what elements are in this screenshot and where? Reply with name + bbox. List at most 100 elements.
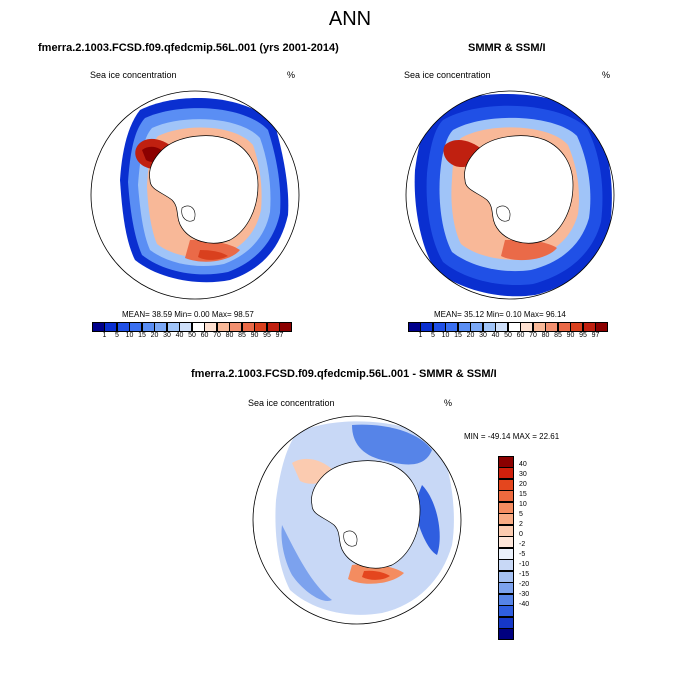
left-colorbar-swatch <box>216 322 230 332</box>
diff-colorbar-swatch <box>498 570 514 583</box>
left-colorbar-swatch <box>204 322 217 332</box>
left-colorbar-swatch <box>116 322 130 332</box>
diff-colorbar-tick-label: -2 <box>519 541 526 548</box>
left-colorbar-tick-label: 15 <box>138 332 146 339</box>
diff-colorbar-tick-label: 2 <box>519 521 523 528</box>
diff-colorbar-swatch <box>498 513 514 525</box>
right-colorbar-swatch <box>570 322 583 332</box>
left-colorbar-swatch <box>91 322 105 332</box>
left-colorbar-tick-label: 70 <box>213 332 221 339</box>
diff-variable-label: Sea ice concentration <box>248 398 335 408</box>
left-colorbar-swatch <box>129 322 142 332</box>
diff-colorbar-tick-label: 40 <box>519 461 527 468</box>
left-colorbar-tick-label: 85 <box>238 332 246 339</box>
left-colorbar-swatch <box>104 322 117 332</box>
diff-colorbar-swatch <box>498 490 514 502</box>
diff-colorbar-swatch <box>498 478 514 491</box>
left-panel-heading: fmerra.2.1003.FCSD.f09.qfedcmip.56L.001 … <box>38 42 339 54</box>
left-colorbar-swatch <box>266 322 280 332</box>
right-colorbar: 1 5 10 15 20 30 40 50 60 70 80 85 90 95 97 <box>407 322 608 342</box>
left-stats: MEAN= 38.59 Min= 0.00 Max= 98.57 <box>122 310 254 319</box>
left-colorbar-swatch <box>229 322 242 332</box>
diff-colorbar-swatch <box>498 582 514 594</box>
right-colorbar-tick-label: 15 <box>454 332 462 339</box>
diff-colorbar-tick-label: 30 <box>519 471 527 478</box>
right-colorbar-swatch <box>482 322 496 332</box>
diff-colorbar-tick-label: 20 <box>519 481 527 488</box>
left-colorbar: 1 5 10 15 20 30 40 50 60 70 80 85 90 95 97 <box>91 322 292 342</box>
right-colorbar-swatch <box>420 322 433 332</box>
figure-title: ANN <box>328 8 372 30</box>
left-colorbar-tick-label: 97 <box>275 332 284 339</box>
right-colorbar-tick-label: 70 <box>529 332 537 339</box>
right-colorbar-tick-label: 20 <box>466 332 475 339</box>
diff-stats: MIN = -49.14 MAX = 22.61 <box>464 432 560 441</box>
diff-colorbar-labels: 40 30 20 15 10 5 2 0 -2 -5 -10 -15 -20 -30 -40 <box>519 456 559 626</box>
left-colorbar-tick-label: 1 <box>102 332 107 339</box>
diff-colorbar-swatch <box>498 559 514 571</box>
left-colorbar-swatch <box>254 322 267 332</box>
right-colorbar-swatch <box>520 322 533 332</box>
diff-colorbar-tick-label: -20 <box>519 581 530 588</box>
diff-colorbar-swatch <box>498 467 514 479</box>
left-colorbar-swatch <box>279 322 292 332</box>
right-polar-map <box>405 90 615 300</box>
diff-panel-heading: fmerra.2.1003.FCSD.f09.qfedcmip.56L.001 … <box>191 368 497 380</box>
left-colorbar-swatch <box>241 322 255 332</box>
right-variable-label: Sea ice concentration <box>404 70 491 80</box>
left-colorbar-swatch <box>179 322 192 332</box>
left-polar-map <box>90 90 300 300</box>
diff-colorbar-tick-label: -30 <box>519 591 530 598</box>
right-colorbar-tick-label: 90 <box>566 332 575 339</box>
diff-units-label: % <box>444 398 453 408</box>
right-colorbar-swatch <box>557 322 571 332</box>
right-colorbar-tick-label: 85 <box>554 332 562 339</box>
right-colorbar-tick-label: 5 <box>431 332 435 339</box>
left-colorbar-swatch <box>166 322 180 332</box>
left-units-label: % <box>287 70 296 80</box>
diff-colorbar-tick-label: -15 <box>519 571 530 578</box>
right-colorbar-swatch <box>545 322 558 332</box>
diff-colorbar-swatch <box>498 628 514 640</box>
diff-colorbar-swatch <box>498 501 514 514</box>
left-colorbar-tick-label: 95 <box>263 332 271 339</box>
left-variable-label: Sea ice concentration <box>90 70 177 80</box>
right-colorbar-swatch <box>495 322 508 332</box>
right-colorbar-swatch <box>407 322 421 332</box>
diff-colorbar-tick-label: -5 <box>519 551 526 558</box>
diff-colorbar-swatch <box>498 536 514 548</box>
diff-colorbar-swatch <box>498 616 514 629</box>
right-colorbar-tick-label: 40 <box>491 332 500 339</box>
right-colorbar-swatch <box>445 322 458 332</box>
left-colorbar-tick-label: 5 <box>115 332 119 339</box>
right-colorbar-swatch <box>432 322 446 332</box>
right-panel-heading: SMMR & SSM/I <box>468 42 546 54</box>
right-colorbar-tick-label: 60 <box>516 332 525 339</box>
left-colorbar-tick-label: 80 <box>225 332 234 339</box>
right-colorbar-swatch <box>457 322 471 332</box>
right-colorbar-tick-label: 80 <box>541 332 550 339</box>
left-colorbar-tick-label: 90 <box>250 332 259 339</box>
diff-colorbar <box>498 455 514 640</box>
left-colorbar-tick-label: 20 <box>150 332 159 339</box>
diff-colorbar-tick-label: 15 <box>519 491 527 498</box>
diff-colorbar-tick-label: -40 <box>519 601 530 608</box>
left-colorbar-swatch <box>141 322 155 332</box>
right-colorbar-tick-label: 50 <box>504 332 512 339</box>
right-colorbar-tick-label: 30 <box>479 332 487 339</box>
left-colorbar-tick-label: 50 <box>188 332 196 339</box>
diff-colorbar-tick-label: 5 <box>519 511 523 518</box>
left-colorbar-tick-label: 60 <box>200 332 209 339</box>
diff-colorbar-swatch <box>498 524 514 537</box>
diff-polar-map <box>252 415 462 625</box>
right-units-label: % <box>602 70 611 80</box>
right-colorbar-tick-label: 97 <box>591 332 600 339</box>
left-colorbar-tick-label: 40 <box>175 332 184 339</box>
left-colorbar-swatch <box>154 322 167 332</box>
left-colorbar-tick-label: 30 <box>163 332 171 339</box>
right-colorbar-swatch <box>470 322 483 332</box>
diff-colorbar-swatch <box>498 455 514 468</box>
right-colorbar-tick-label: 10 <box>441 332 450 339</box>
right-colorbar-swatch <box>507 322 521 332</box>
diff-colorbar-swatch <box>498 605 514 617</box>
